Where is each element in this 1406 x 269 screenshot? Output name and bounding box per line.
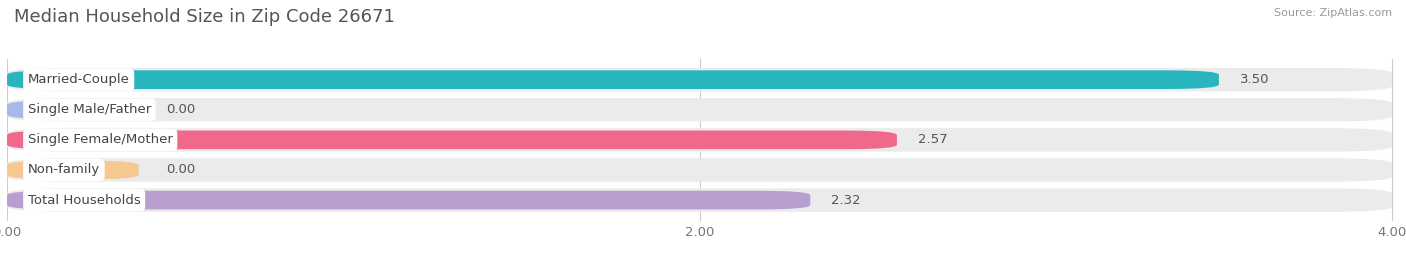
Text: 0.00: 0.00: [166, 164, 195, 176]
Text: Total Households: Total Households: [28, 194, 141, 207]
Text: 2.32: 2.32: [831, 194, 860, 207]
FancyBboxPatch shape: [7, 98, 1392, 122]
FancyBboxPatch shape: [7, 188, 1392, 212]
FancyBboxPatch shape: [7, 130, 897, 149]
Text: Single Female/Mother: Single Female/Mother: [28, 133, 173, 146]
Text: 3.50: 3.50: [1240, 73, 1270, 86]
Text: Non-family: Non-family: [28, 164, 100, 176]
FancyBboxPatch shape: [7, 128, 1392, 152]
Text: 2.57: 2.57: [918, 133, 948, 146]
Text: 0.00: 0.00: [166, 103, 195, 116]
Text: Single Male/Father: Single Male/Father: [28, 103, 150, 116]
Text: Source: ZipAtlas.com: Source: ZipAtlas.com: [1274, 8, 1392, 18]
FancyBboxPatch shape: [7, 158, 1392, 182]
FancyBboxPatch shape: [7, 161, 139, 179]
Text: Median Household Size in Zip Code 26671: Median Household Size in Zip Code 26671: [14, 8, 395, 26]
FancyBboxPatch shape: [7, 70, 1219, 89]
FancyBboxPatch shape: [7, 100, 139, 119]
Text: Married-Couple: Married-Couple: [28, 73, 129, 86]
FancyBboxPatch shape: [7, 68, 1392, 91]
FancyBboxPatch shape: [7, 191, 810, 210]
